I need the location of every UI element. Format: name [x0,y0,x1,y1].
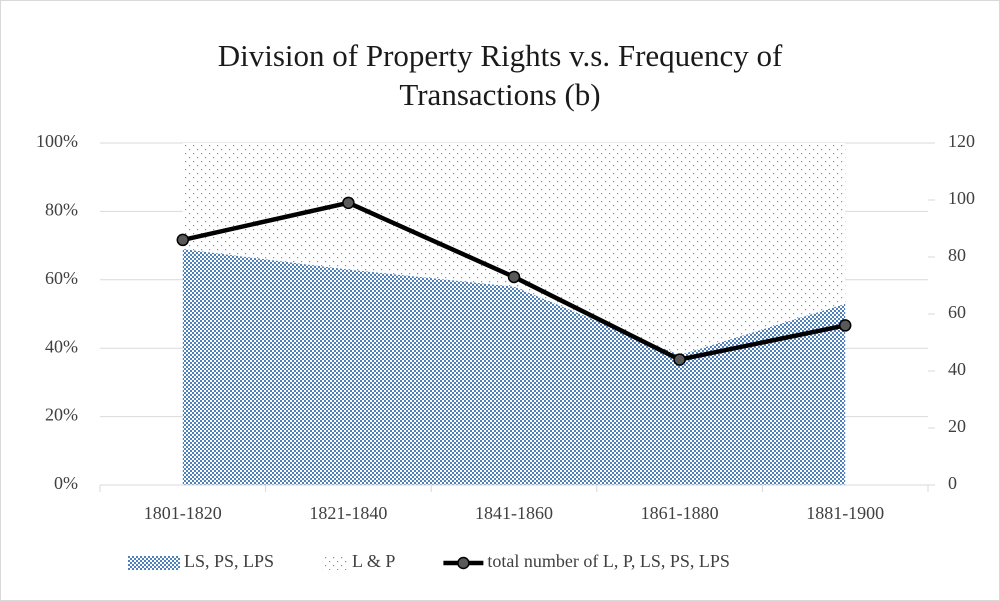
x-tick-label: 1841-1860 [475,503,553,523]
x-tick-label: 1861-1880 [641,503,719,523]
line-marker [342,196,355,210]
y2-tick-label: 40 [948,359,966,379]
chart-title: Division of Property Rights v.s. Frequen… [218,38,783,73]
x-tick-label: 1881-1900 [806,503,884,523]
area [182,249,846,485]
legend-label: total number of L, P, LS, PS, LPS [487,551,730,571]
y2-tick-label: 0 [948,473,957,493]
y-tick-label: 20% [45,405,78,425]
y2-tick-label: 120 [948,131,975,151]
y-tick-label: 40% [45,336,78,356]
line-marker [176,233,190,247]
legend-label: L & P [352,551,395,571]
legend-marker [457,556,470,570]
line-marker [673,353,686,366]
line-marker [838,319,852,332]
legend-label: LS, PS, LPS [184,551,274,571]
y2-tick-label: 20 [948,416,966,436]
y2-tick-label: 60 [948,302,966,322]
y-tick-label: 100% [36,131,78,151]
y2-tick-label: 80 [948,245,966,265]
y-tick-label: 80% [45,200,78,220]
x-tick-label: 1801-1820 [144,503,222,523]
legend-swatch [128,556,180,570]
area [182,143,846,356]
legend-swatch [322,556,349,570]
y2-tick-label: 100 [948,188,975,208]
x-tick-label: 1821-1840 [309,503,387,523]
y-tick-label: 0% [54,473,78,493]
chart-title: Transactions (b) [399,77,600,112]
y-tick-label: 60% [45,268,78,288]
line-marker [507,270,521,284]
